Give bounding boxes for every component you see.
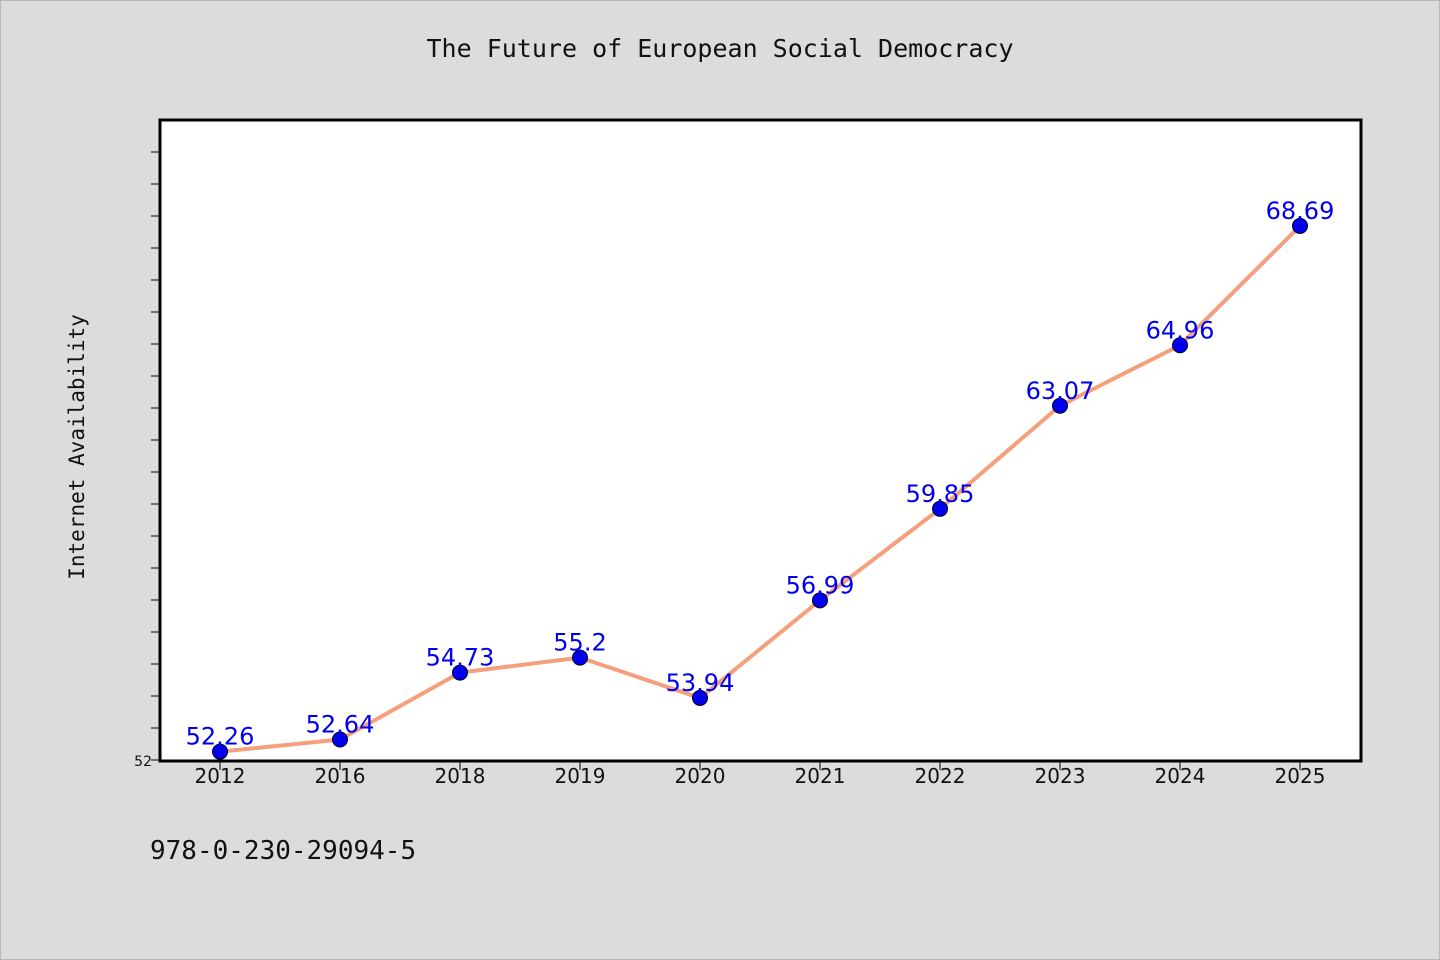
data-label: 55.2 — [553, 629, 606, 657]
data-label: 59.85 — [906, 480, 975, 508]
y-axis-ticks — [151, 151, 160, 761]
data-labels-group: 52.26 52.64 54.73 55.2 53.94 56.99 59.85 63.07 6… — [186, 197, 1335, 751]
data-point — [572, 649, 588, 666]
x-tick-label: 2025 — [1275, 764, 1326, 788]
x-tick-label: 2019 — [555, 764, 606, 788]
data-label: 68.69 — [1266, 197, 1335, 225]
x-tick-label: 2020 — [675, 764, 726, 788]
x-tick-label: 2024 — [1155, 764, 1206, 788]
chart-title: The Future of European Social Democracy — [426, 34, 1014, 63]
plot-area — [158, 118, 1363, 763]
y-tick-label-min: 52 — [134, 754, 152, 770]
x-tick-label: 2021 — [795, 764, 846, 788]
data-point — [692, 689, 708, 706]
data-label: 53.94 — [666, 669, 735, 697]
x-tick-label: 2016 — [315, 764, 366, 788]
series-line-group — [218, 223, 1302, 754]
footer-code: 978-0-230-29094-5 — [150, 836, 417, 866]
series-points-group — [212, 217, 1308, 760]
data-label: 63.07 — [1026, 377, 1095, 405]
data-point — [1172, 337, 1188, 354]
data-point — [332, 731, 348, 748]
data-label: 54.73 — [426, 644, 495, 672]
x-tick-label: 2012 — [195, 764, 246, 788]
data-point — [932, 500, 948, 517]
x-tick-label: 2023 — [1035, 764, 1086, 788]
data-point — [1292, 217, 1308, 234]
data-label: 52.26 — [186, 723, 255, 751]
data-point — [1052, 397, 1068, 414]
series-line — [218, 223, 1302, 754]
data-point — [452, 664, 468, 681]
x-axis-ticks: 2012 2016 2018 2019 2020 2021 2022 2023 2024 2025 — [195, 761, 1326, 788]
data-label: 56.99 — [786, 571, 855, 599]
x-tick-label: 2018 — [435, 764, 486, 788]
data-point — [212, 743, 228, 760]
data-point — [812, 592, 828, 609]
x-tick-label: 2022 — [915, 764, 966, 788]
data-label: 64.96 — [1146, 316, 1215, 344]
data-label: 52.64 — [306, 711, 375, 739]
